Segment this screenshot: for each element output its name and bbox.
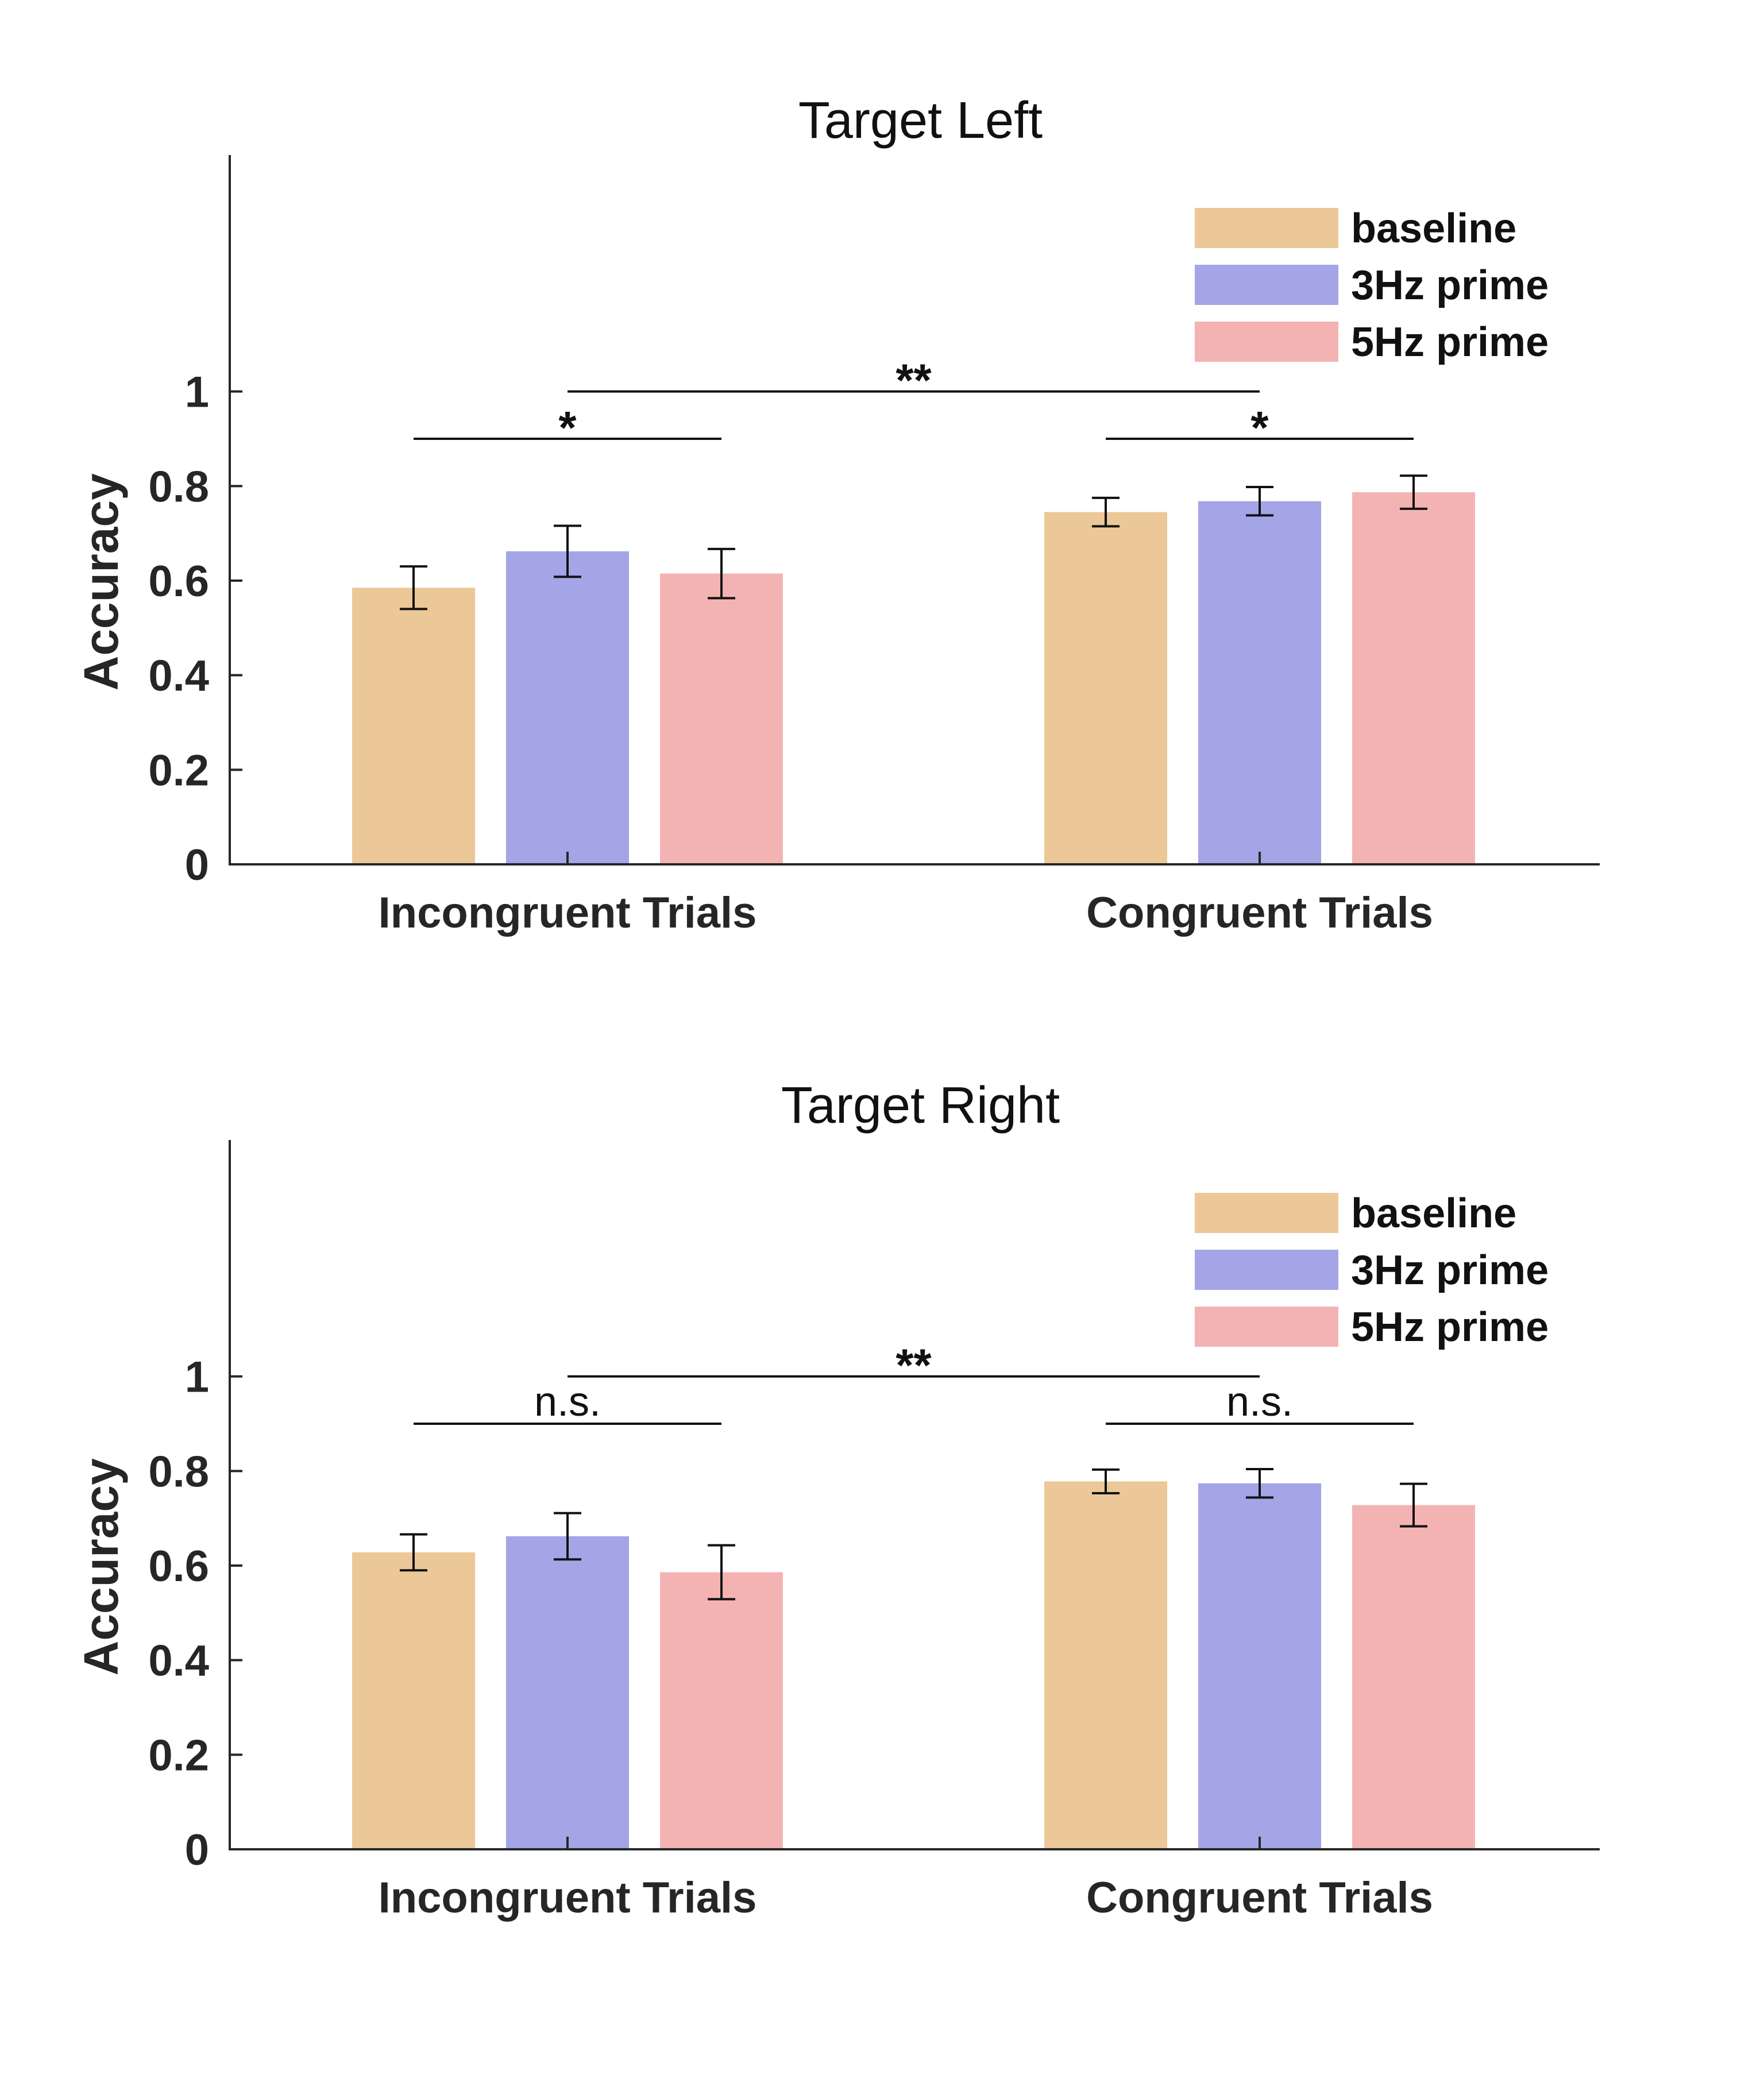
- y-tick-label: 0.4: [148, 652, 209, 701]
- bar-2-1: [1044, 512, 1167, 864]
- legend: baseline 3Hz prime 5Hz prime: [1195, 206, 1549, 365]
- significance-label: n.s.: [1226, 1379, 1293, 1425]
- error-bar: [1246, 485, 1273, 517]
- legend-label: 3Hz prime: [1351, 1247, 1549, 1293]
- significance-label: *: [558, 402, 577, 453]
- error-bar: [1092, 1468, 1120, 1495]
- y-tick-label: 1: [185, 368, 209, 417]
- x-tick-label: Congruent Trials: [1086, 888, 1433, 937]
- significance-bracket: *: [1106, 402, 1414, 453]
- y-tick-label: 0.2: [148, 746, 209, 795]
- significance-bracket: *: [414, 402, 721, 453]
- significance-label: **: [895, 355, 932, 406]
- x-tick-label: Congruent Trials: [1086, 1873, 1433, 1922]
- error-bar: [708, 547, 735, 600]
- bar-2-2: [1198, 1483, 1321, 1849]
- legend-swatch: [1195, 1250, 1338, 1290]
- significance-label: **: [895, 1340, 932, 1391]
- bar-2-2: [1198, 501, 1321, 864]
- legend-label: 5Hz prime: [1351, 319, 1549, 365]
- y-tick-label: 0.8: [148, 462, 209, 511]
- x-tick-label: Incongruent Trials: [379, 1873, 757, 1922]
- legend-swatch: [1195, 1307, 1338, 1347]
- legend-swatch: [1195, 1193, 1338, 1233]
- significance-label: n.s.: [534, 1379, 601, 1425]
- error-bar: [554, 1512, 581, 1561]
- bar-1-3: [660, 573, 783, 864]
- legend-swatch: [1195, 322, 1338, 362]
- bar-1-2: [506, 1536, 629, 1849]
- chart-title: Target Left: [798, 92, 1043, 149]
- significance-bracket: **: [568, 355, 1260, 406]
- error-bar: [1246, 1468, 1273, 1499]
- legend-label: baseline: [1351, 1191, 1516, 1237]
- error-bar: [400, 1533, 427, 1572]
- y-tick-label: 0.4: [148, 1637, 209, 1686]
- error-bar: [1092, 496, 1120, 528]
- bar-1-1: [352, 588, 475, 864]
- error-bar: [554, 524, 581, 578]
- y-tick-label: 0.6: [148, 557, 209, 606]
- legend-label: 3Hz prime: [1351, 262, 1549, 308]
- significance-bracket: n.s.: [414, 1379, 721, 1425]
- bar-2-1: [1044, 1481, 1167, 1849]
- significance-bracket: n.s.: [1106, 1379, 1414, 1425]
- significance-bracket: **: [568, 1340, 1260, 1391]
- x-tick-label: Incongruent Trials: [379, 888, 757, 937]
- error-bar: [1400, 474, 1427, 510]
- y-tick-label: 0: [185, 1826, 209, 1875]
- error-bar: [708, 1544, 735, 1601]
- y-tick-label: 0: [185, 841, 209, 890]
- error-bar: [1400, 1482, 1427, 1528]
- y-axis-label: Accuracy: [74, 1458, 128, 1676]
- bar-2-3: [1352, 1505, 1475, 1849]
- chart-panel-2: Target Right 0 0.2 0.4 0.6 0.8 1 Incongruent Tr…: [74, 1077, 1600, 1922]
- legend: baseline 3Hz prime 5Hz prime: [1195, 1191, 1549, 1350]
- significance-label: *: [1250, 402, 1269, 453]
- chart-title: Target Right: [781, 1077, 1060, 1134]
- y-tick-label: 0.6: [148, 1542, 209, 1591]
- error-bar: [400, 565, 427, 610]
- legend-label: baseline: [1351, 206, 1516, 252]
- legend-swatch: [1195, 208, 1338, 248]
- bar-2-3: [1352, 492, 1475, 864]
- bar-1-2: [506, 551, 629, 864]
- y-tick-label: 0.2: [148, 1731, 209, 1780]
- y-tick-label: 1: [185, 1353, 209, 1402]
- legend-label: 5Hz prime: [1351, 1304, 1549, 1350]
- legend-swatch: [1195, 265, 1338, 305]
- bar-1-1: [352, 1552, 475, 1849]
- bar-1-3: [660, 1572, 783, 1849]
- y-axis-label: Accuracy: [74, 473, 128, 691]
- chart-panel-1: Target Left 0 0.2 0.4 0.6 0.8 1 Incongruent Tri…: [74, 92, 1600, 937]
- y-tick-label: 0.8: [148, 1447, 209, 1496]
